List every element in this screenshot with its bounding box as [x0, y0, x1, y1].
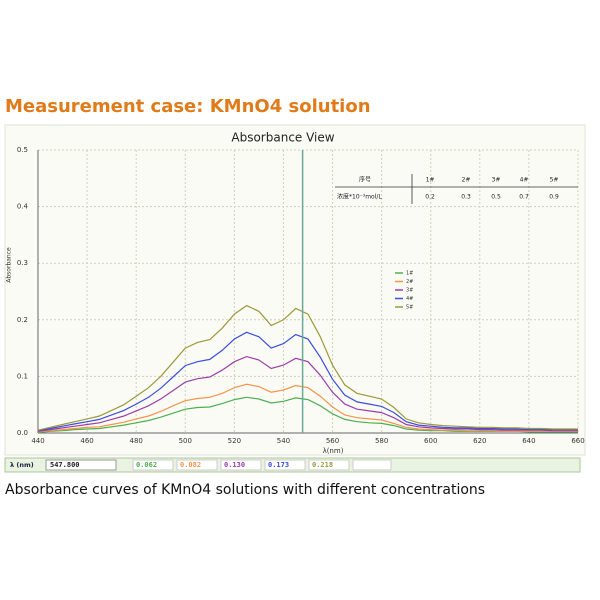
table-header: 2#	[462, 177, 471, 184]
table-cell: 浓度*10⁻³mol/L	[337, 193, 382, 201]
series-line	[37, 383, 578, 433]
x-tick-label: 460	[80, 437, 93, 445]
table-header: 3#	[492, 177, 501, 184]
series-line	[37, 304, 578, 431]
legend-label: 4#	[406, 296, 413, 302]
table-header: 5#	[550, 177, 559, 184]
reading-box	[264, 459, 306, 471]
y-tick-label: 0.1	[17, 372, 28, 380]
y-tick-label: 0.0	[17, 429, 28, 437]
table-cell: 0.2	[425, 194, 435, 201]
table-cell: 0.3	[461, 194, 471, 201]
y-axis-label: Absorbance	[6, 247, 13, 283]
reading-value: 0.218	[312, 461, 333, 469]
x-tick-label: 480	[129, 437, 142, 445]
x-tick-label: 600	[424, 437, 437, 445]
table-header: 序号	[359, 176, 371, 184]
x-tick-label: 660	[571, 437, 584, 445]
series-line	[37, 355, 578, 432]
x-tick-label: 520	[228, 437, 241, 445]
x-tick-label: 640	[522, 437, 535, 445]
reading-value: 0.130	[224, 461, 245, 469]
x-tick-label: 500	[179, 437, 192, 445]
legend-label: 5#	[406, 305, 413, 311]
x-tick-label: 540	[277, 437, 290, 445]
page-title: Measurement case: KMnO4 solution	[5, 96, 371, 117]
y-tick-label: 0.2	[17, 316, 28, 324]
table-header: 1#	[426, 177, 435, 184]
caption: Absorbance curves of KMnO4 solutions wit…	[5, 482, 485, 498]
x-tick-label: 560	[326, 437, 339, 445]
x-tick-label: 580	[375, 437, 388, 445]
chart-title: Absorbance View	[231, 131, 334, 145]
legend-label: 3#	[406, 288, 413, 294]
table-cell: 0.7	[519, 194, 529, 201]
reading-value: 0.173	[268, 461, 289, 469]
y-tick-label: 0.3	[17, 259, 28, 267]
reading-value: 0.062	[136, 461, 157, 469]
reading-box	[176, 459, 218, 471]
reading-value: 0.082	[180, 461, 201, 469]
y-tick-label: 0.5	[17, 146, 28, 154]
chart-panel	[4, 124, 586, 456]
x-tick-label: 620	[473, 437, 486, 445]
cursor-value-box	[45, 459, 117, 471]
reading-box	[220, 459, 262, 471]
legend-label: 1#	[406, 271, 413, 277]
x-axis-label: λ(nm)	[323, 447, 344, 455]
table-cell: 0.5	[491, 194, 501, 201]
reading-box	[308, 459, 350, 471]
legend-label: 2#	[406, 279, 413, 285]
y-tick-label: 0.4	[17, 203, 29, 211]
x-tick-label: 440	[31, 437, 44, 445]
cursor-label: λ (nm)	[10, 461, 34, 469]
table-header: 4#	[520, 177, 529, 184]
series-line	[37, 331, 578, 432]
reading-box	[352, 459, 392, 471]
cursor-value: 547.800	[50, 461, 80, 469]
table-cell: 0.9	[549, 194, 559, 201]
reading-box	[132, 459, 174, 471]
